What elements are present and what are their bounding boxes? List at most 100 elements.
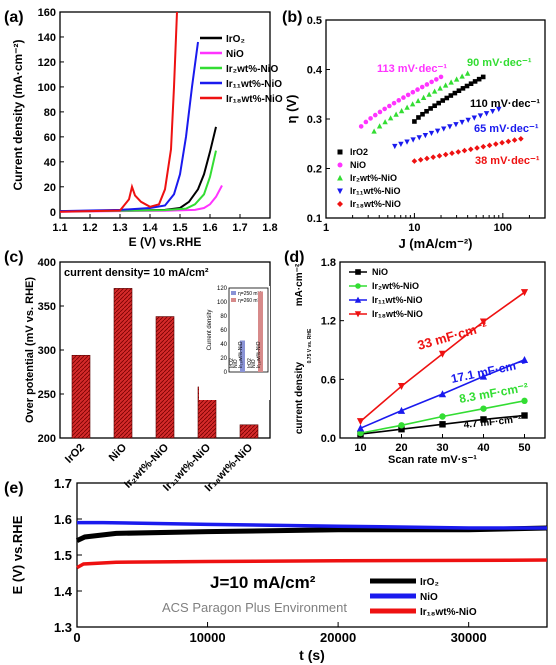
panel-e-xtick-label: 20000 xyxy=(320,630,356,645)
panel-b-legend-marker xyxy=(337,149,343,155)
panel-b-legend-label: Ir₁₁wt%-NiO xyxy=(350,186,400,196)
panel-b-slope-label: 113 mV·dec⁻¹ xyxy=(377,63,447,75)
panel-b-point xyxy=(410,89,416,95)
panel-d-xtick-label: 40 xyxy=(477,442,489,454)
panel-b-point xyxy=(368,116,373,121)
panel-a-xlabel: E (V) vs.RHE xyxy=(129,235,202,249)
panel-c-xtick-label: NiO xyxy=(107,441,130,464)
panel-b-point xyxy=(398,108,405,114)
panel-b-point xyxy=(416,115,421,120)
panel-e-xlabel: t (s) xyxy=(299,647,325,663)
panel-b-ytick-label: 0.3 xyxy=(307,114,322,126)
panel-e-ytick-label: 1.4 xyxy=(54,584,73,599)
panel-a-xtick-label: 1.1 xyxy=(52,222,67,234)
panel-c-inset-group: NiO xyxy=(251,359,257,368)
panel-c-inset-legend: η=260 mV xyxy=(238,298,262,304)
panel-b-point xyxy=(453,76,460,82)
panel-b-point xyxy=(428,106,433,111)
panel-b-ytick-label: 0.4 xyxy=(307,65,323,77)
panel-e-legend-label: NiO xyxy=(420,592,438,603)
panel-b-point xyxy=(436,153,443,159)
panel-b-point xyxy=(424,82,430,87)
panel-c-inset-ylabel: Current density xyxy=(207,310,213,351)
panel-b-point xyxy=(468,81,474,87)
panel-b-point xyxy=(412,119,417,124)
panel-b-point xyxy=(480,143,487,150)
panel-b-point xyxy=(493,141,499,147)
panel-b-point xyxy=(489,108,496,115)
panel-d-point xyxy=(479,372,488,380)
panel-c-inset-group: NiO xyxy=(233,359,239,368)
panel-a-ytick-label: 20 xyxy=(44,182,56,194)
panel-c-inset-legend-swatch xyxy=(231,291,236,295)
panel-d-xlabel: Scan rate mV·s⁻¹ xyxy=(388,454,477,466)
panel-b-point xyxy=(372,112,378,118)
panel-b-point xyxy=(464,70,471,76)
panel-d-point xyxy=(398,422,405,429)
panel-b-point xyxy=(415,87,420,92)
panel-e-series-line xyxy=(76,558,548,570)
panel-d-point xyxy=(398,426,405,433)
panel-b-point xyxy=(405,92,411,98)
panel-a-xtick-label: 1.6 xyxy=(202,222,217,234)
panel-e-ytick-label: 1.7 xyxy=(54,476,72,491)
panel-c-ytick-label: 350 xyxy=(38,301,56,313)
panel-b-point xyxy=(448,79,454,85)
panel-b-point xyxy=(440,98,446,103)
panel-c-inset-legend-swatch xyxy=(231,298,236,302)
panel-c-inset-group: IrO2 xyxy=(229,358,235,368)
panel-b-point xyxy=(476,76,482,82)
panel-d-point xyxy=(480,405,487,412)
panel-b-point xyxy=(455,149,462,155)
panel-b-point xyxy=(456,88,462,94)
panel-b-point xyxy=(518,136,524,142)
panel-b-point xyxy=(471,115,478,121)
panel-b-legend-marker xyxy=(337,201,343,207)
panel-c-inset-ytick: 40 xyxy=(220,342,227,348)
panel-d-point xyxy=(397,406,406,414)
panel-b-point xyxy=(474,145,480,151)
panel-e-legend-label: IrO₂ xyxy=(420,577,439,588)
panel-b-point xyxy=(430,154,436,160)
panel-b-point xyxy=(415,97,421,104)
panel-b-point xyxy=(358,124,364,129)
panel-b-point xyxy=(420,111,425,117)
panel-b-point xyxy=(391,100,397,106)
panel-d-label: (d) xyxy=(284,249,304,266)
panel-a-series-line xyxy=(60,41,199,213)
panel-b-point xyxy=(377,109,383,115)
panel-e-series-line xyxy=(77,520,547,530)
panel-b-slope-label: 90 mV·dec⁻¹ xyxy=(467,57,532,69)
panel-a-legend-label: Ir₁₈wt%-NiO xyxy=(226,94,283,105)
panel-b-point xyxy=(428,130,435,137)
panel-c-inset-ytick: 0 xyxy=(224,370,228,376)
panel-a-xtick-label: 1.8 xyxy=(262,222,277,234)
panel-a-ylabel: Current density (mA·cm⁻²) xyxy=(11,39,25,190)
panel-d-legend-marker xyxy=(355,283,361,289)
panel-b-xlabel: J (mA/cm⁻²) xyxy=(398,236,472,251)
panel-b-point xyxy=(410,137,416,143)
panel-c-inset-group: IrO2 xyxy=(247,358,253,368)
panel-d-legend-marker xyxy=(354,296,362,303)
panel-b-point xyxy=(376,123,383,129)
panel-d-legend-label: Ir₁₁wt%-NiO xyxy=(372,295,422,305)
panel-b-point xyxy=(419,84,425,90)
panel-b-ytick-label: 0.5 xyxy=(307,15,322,27)
panel-b-legend-label: Ir₁₈wt%-NiO xyxy=(350,199,401,209)
panel-b-point xyxy=(444,95,450,101)
panel-d-slope-label: 4.7 mF·cm⁻² xyxy=(463,414,523,431)
panel-b-ylabel: η (V) xyxy=(284,95,299,124)
panel-b-point xyxy=(459,119,465,126)
panel-e-ytick-label: 1.6 xyxy=(54,512,72,527)
panel-b-point xyxy=(404,104,410,110)
panel-b-point xyxy=(459,73,465,79)
panel-b-point xyxy=(477,113,484,119)
panel-e-xtick-label: 30000 xyxy=(451,630,487,645)
panel-c-inset-ytick: 120 xyxy=(217,286,228,292)
panel-b-point xyxy=(409,101,416,107)
panel-b-point xyxy=(382,119,388,125)
panel-a-ytick-label: 60 xyxy=(44,132,56,144)
panel-d-legend-marker xyxy=(355,269,361,275)
panel-e-label: (e) xyxy=(4,480,24,497)
